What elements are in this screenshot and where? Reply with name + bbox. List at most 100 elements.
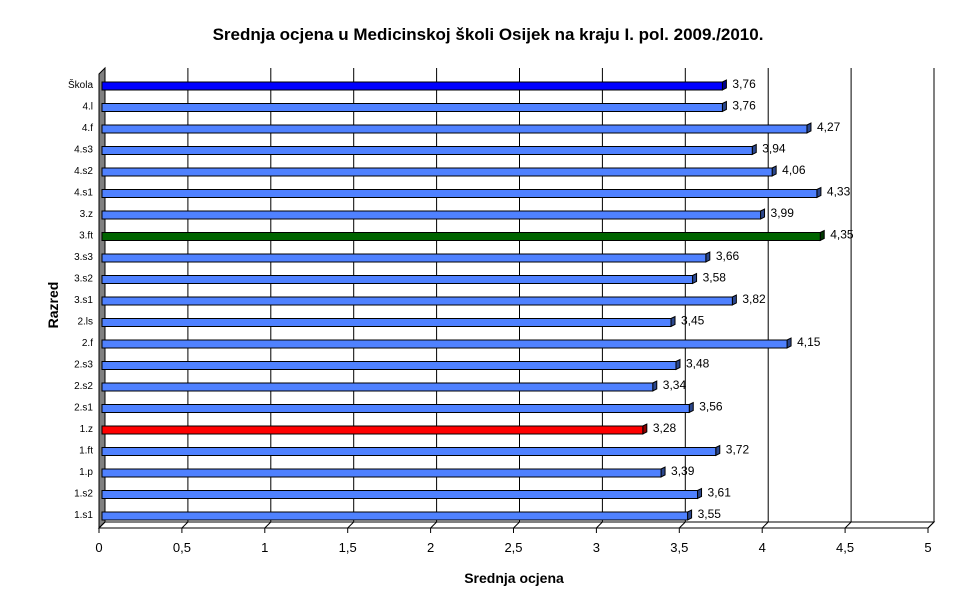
- bar: [101, 167, 773, 177]
- x-tick-label: 4,5: [836, 540, 854, 555]
- bar: [101, 425, 644, 435]
- data-label: 3,55: [698, 507, 722, 521]
- data-label: 3,82: [742, 292, 766, 306]
- floor-tick: [264, 521, 272, 529]
- bar-end: [786, 337, 792, 349]
- x-tick-label: 5: [924, 540, 931, 555]
- data-label: 3,99: [771, 206, 795, 220]
- bar-end: [806, 122, 812, 134]
- category-label: 3.ft: [79, 231, 93, 242]
- category-label: 3.s3: [74, 252, 93, 263]
- category-label: 3.z: [80, 209, 93, 220]
- category-label: 3.s1: [74, 295, 93, 306]
- bar-end: [731, 294, 737, 306]
- category-label: Škola: [68, 78, 93, 91]
- x-tick-label: 1,5: [339, 540, 357, 555]
- x-tick-label: 3,5: [670, 540, 688, 555]
- data-label: 3,66: [716, 249, 740, 263]
- floor-tick: [844, 521, 852, 529]
- bar: [101, 232, 821, 241]
- floor-tick: [596, 521, 603, 529]
- category-label: 4.f: [82, 123, 93, 134]
- bar: [101, 275, 694, 284]
- category-label: 2.s1: [74, 403, 93, 414]
- bar: [101, 490, 699, 499]
- bar: [101, 189, 818, 198]
- bar: [101, 382, 654, 392]
- floor-tick: [430, 521, 437, 529]
- category-label: 2.ls: [77, 317, 93, 328]
- bar: [101, 210, 762, 220]
- bar-end: [692, 272, 698, 285]
- data-label: 3,76: [732, 99, 756, 113]
- data-label: 3,72: [726, 443, 750, 457]
- bar: [101, 81, 723, 91]
- plot-area: 0 0,5 1 1,5 2 2,5 3 3,5 4 4,5 5 Škola 3,76 4.l 3,76 4.f…: [68, 66, 936, 555]
- y-axis-title: Razred: [45, 282, 61, 329]
- bar-end: [687, 509, 693, 521]
- floor-tick: [98, 521, 106, 529]
- data-label: 4,33: [827, 185, 851, 199]
- bar-end: [715, 444, 721, 457]
- data-label: 4,15: [797, 335, 821, 349]
- x-axis-title: Srednja ocjena: [464, 570, 564, 586]
- bar-end: [697, 487, 703, 500]
- category-label: 1.ft: [79, 446, 93, 457]
- bar-end: [705, 251, 711, 263]
- category-label: 1.z: [80, 424, 93, 435]
- data-label: 3,61: [708, 486, 732, 500]
- floor-tick: [181, 521, 189, 529]
- floor-tick: [678, 521, 686, 529]
- bar: [101, 253, 707, 263]
- floor-tick: [347, 521, 355, 529]
- category-label: 1.p: [79, 467, 93, 478]
- bar: [101, 103, 723, 112]
- category-label: 2.s2: [74, 381, 93, 392]
- category-label: 4.s1: [74, 188, 93, 199]
- x-tick-label: 0,5: [173, 540, 191, 555]
- category-label: 4.l: [82, 102, 93, 113]
- bar: [101, 318, 672, 327]
- category-label: 4.s3: [74, 145, 93, 156]
- bar: [101, 339, 788, 349]
- floor-tick: [513, 521, 520, 529]
- floor-tick: [761, 521, 769, 529]
- bar-end: [660, 466, 666, 478]
- bar-end: [721, 100, 727, 113]
- bar-end: [751, 143, 757, 156]
- bar-end: [819, 229, 825, 242]
- category-label: 3.s2: [74, 274, 93, 285]
- data-label: 3,45: [681, 314, 705, 328]
- x-tick-label: 2,5: [504, 540, 522, 555]
- category-label: 2.f: [82, 338, 93, 349]
- bar: [101, 361, 677, 370]
- bar: [101, 296, 733, 306]
- data-label: 4,06: [782, 163, 806, 177]
- x-tick-label: 4: [759, 540, 766, 555]
- category-label: 1.s1: [74, 510, 93, 521]
- data-label: 3,39: [671, 464, 695, 478]
- bar-end: [642, 423, 648, 435]
- data-label: 3,94: [762, 142, 786, 156]
- bar-end: [816, 186, 822, 199]
- bar: [101, 511, 689, 521]
- bar-end: [760, 208, 766, 220]
- data-label: 3,28: [653, 421, 677, 435]
- bar-end: [771, 165, 777, 177]
- data-label: 4,27: [817, 120, 841, 134]
- floor-tick: [927, 521, 935, 529]
- data-label: 3,76: [732, 77, 756, 91]
- data-label: 3,34: [663, 378, 687, 392]
- bar-end: [721, 79, 727, 91]
- bar-end: [670, 315, 676, 328]
- bar: [101, 468, 662, 478]
- bar-end: [652, 380, 658, 392]
- category-label: 4.s2: [74, 166, 93, 177]
- bar: [101, 447, 717, 456]
- data-label: 3,48: [686, 357, 710, 371]
- data-label: 4,35: [830, 228, 854, 242]
- bar: [101, 404, 690, 413]
- bar: [101, 146, 753, 155]
- x-tick-label: 3: [593, 540, 600, 555]
